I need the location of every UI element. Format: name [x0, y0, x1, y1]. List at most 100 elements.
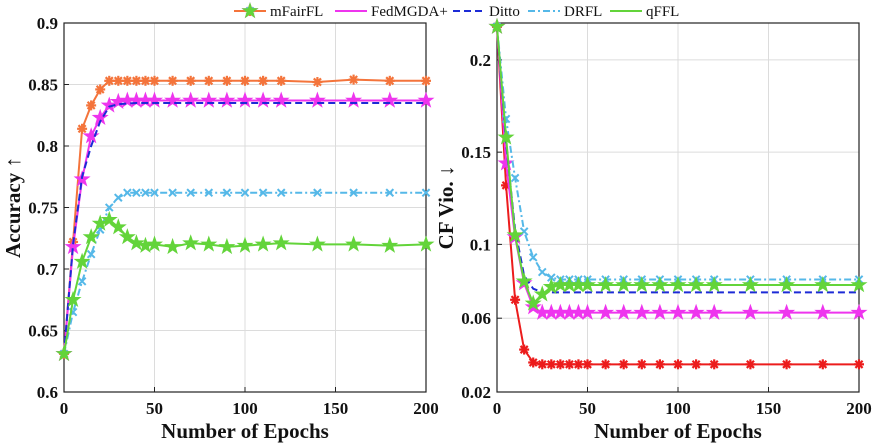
accuracy-line-ditto	[63, 101, 426, 354]
accuracy-point-fedmgda-12	[183, 93, 198, 107]
accuracy-point-mfairfl-9	[139, 74, 152, 87]
cf-vio-ytick-label-1: 0.06	[461, 309, 491, 328]
legend-label-ditto: Ditto	[489, 4, 520, 20]
accuracy-line-fedmgda	[63, 99, 426, 354]
accuracy-point-drfl-11	[168, 188, 178, 198]
accuracy-point-mfairfl-20	[383, 74, 396, 87]
accuracy-point-qffl-16	[256, 237, 271, 251]
accuracy-point-qffl-0	[57, 346, 71, 360]
accuracy-point-mfairfl-17	[275, 74, 288, 87]
accuracy-point-qffl-12	[183, 235, 198, 250]
accuracy-x-axis-label: Number of Epochs	[161, 419, 329, 443]
accuracy-ytick-label-2: 0.7	[37, 260, 59, 279]
legend-entry-drfl: DRFL	[245, 4, 602, 20]
cf-vio-point-mfairfl-6	[545, 358, 558, 371]
accuracy-series-mfairfl	[57, 73, 433, 360]
legend-label-mfairfl: mFairFL	[270, 4, 323, 20]
accuracy-point-qffl-20	[382, 238, 397, 252]
cf-vio-point-fedmgda-19	[779, 305, 794, 319]
accuracy-point-qffl-14	[219, 239, 234, 253]
cf-vio-point-mfairfl-7	[554, 358, 567, 371]
accuracy-point-qffl-19	[346, 237, 361, 251]
cf-vio-point-fedmgda-17	[707, 305, 722, 319]
accuracy-point-qffl-18	[310, 237, 325, 251]
accuracy-ytick-label-1: 0.65	[28, 322, 58, 341]
accuracy-series-ditto	[63, 101, 426, 354]
accuracy-point-mfairfl-15	[238, 74, 252, 87]
accuracy-series-fedmgda	[57, 93, 433, 360]
accuracy-xtick-label-1: 50	[146, 399, 163, 418]
cf-vio-point-mfairfl-18	[744, 358, 757, 371]
accuracy-line-mfairfl	[63, 78, 426, 354]
cf-vio-line-qffl	[496, 26, 859, 305]
cf-vio-ytick-label-2: 0.1	[470, 235, 491, 254]
cf-vio-point-mfairfl-11	[599, 358, 612, 371]
accuracy-point-fedmgda-18	[310, 93, 325, 107]
accuracy-point-mfairfl-13	[202, 74, 215, 87]
accuracy-point-mfairfl-7	[121, 74, 134, 87]
cf-vio-point-qffl-3	[517, 273, 532, 288]
accuracy-ytick-label-5: 0.85	[28, 76, 58, 95]
accuracy-point-qffl-17	[274, 235, 289, 250]
accuracy-ytick-label-0: 0.6	[37, 383, 58, 402]
legend-entry-ditto: Ditto	[453, 4, 520, 20]
cf-vio-ytick-label-0: 0.02	[461, 383, 491, 402]
cf-vio-point-fedmgda-18	[743, 305, 758, 319]
cf-vio-xtick-label-2: 100	[665, 399, 691, 418]
cf-vio-point-fedmgda-1	[499, 155, 514, 170]
accuracy-point-mfairfl-21	[419, 74, 433, 87]
cf-vio-line-fedmgda	[496, 26, 859, 314]
accuracy-point-fedmgda-17	[274, 93, 289, 107]
accuracy-y-axis-label: Accuracy ↑	[1, 157, 25, 258]
accuracy-point-mfairfl-8	[130, 74, 143, 87]
cf-vio-point-mfairfl-2	[508, 293, 522, 306]
cf-vio-point-mfairfl-9	[572, 358, 585, 371]
accuracy-point-mfairfl-16	[257, 74, 270, 87]
accuracy-point-drfl-7	[122, 188, 132, 198]
cf-vio-point-mfairfl-3	[518, 343, 531, 356]
legend-entry-fedmgda: FedMGDA+	[243, 3, 448, 20]
cf-vio-point-fedmgda-21	[852, 305, 866, 319]
cf-vio-ytick-label-3: 0.15	[461, 143, 491, 162]
accuracy-point-mfairfl-12	[184, 74, 197, 87]
cf-vio-x-axis-label: Number of Epochs	[594, 419, 762, 443]
cf-vio-ytick-label-4: 0.2	[470, 51, 491, 70]
cf-vio-point-mfairfl-14	[653, 358, 667, 371]
cf-vio-point-mfairfl-21	[852, 358, 866, 371]
accuracy-xtick-label-2: 100	[232, 399, 258, 418]
accuracy-point-fedmgda-19	[346, 93, 361, 107]
accuracy-chart: 0 50 100 150 200 0.6 0.65 0.7 0.75 0.8 0.85 0.9 Numb…	[1, 14, 439, 443]
cf-vio-line-drfl	[496, 26, 859, 281]
cf-vio-point-fedmgda-15	[671, 305, 685, 319]
legend-label-qffl: qFFL	[646, 4, 679, 20]
cf-vio-point-fedmgda-10	[580, 305, 595, 319]
cf-vio-point-mfairfl-16	[689, 358, 703, 371]
accuracy-xtick-label-4: 200	[413, 399, 439, 418]
accuracy-point-qffl-2	[75, 254, 90, 268]
cf-vio-point-drfl-3	[519, 226, 529, 237]
cf-vio-xtick-label-1: 50	[579, 399, 596, 418]
cf-vio-point-mfairfl-10	[581, 358, 594, 371]
cf-vio-xtick-label-3: 150	[756, 399, 782, 418]
legend-marker-qffl	[243, 3, 257, 18]
cf-vio-point-mfairfl-8	[563, 358, 576, 371]
cf-vio-line-ditto	[496, 26, 859, 294]
accuracy-point-qffl-10	[147, 237, 162, 251]
accuracy-point-mfairfl-2	[75, 122, 89, 135]
accuracy-point-fedmgda-11	[165, 93, 180, 107]
cf-vio-point-mfairfl-5	[536, 358, 549, 371]
legend-label-drfl: DRFL	[564, 4, 602, 20]
cf-vio-point-mfairfl-4	[527, 356, 540, 369]
accuracy-point-fedmgda-16	[256, 93, 271, 107]
cf-vio-series-qffl	[490, 19, 866, 310]
cf-vio-series-mfairfl	[490, 20, 866, 371]
cf-vio-point-mfairfl-13	[635, 358, 648, 371]
legend-label-fedmgda: FedMGDA+	[371, 4, 448, 20]
accuracy-point-mfairfl-19	[347, 73, 360, 86]
legend: mFairFL FedMGDA+ Ditto DRFL qFFL	[234, 3, 679, 20]
cf-vio-series-fedmgda	[490, 19, 866, 319]
accuracy-point-mfairfl-10	[148, 74, 161, 87]
cf-vio-series-ditto	[496, 26, 859, 294]
accuracy-line-qffl	[63, 218, 427, 355]
